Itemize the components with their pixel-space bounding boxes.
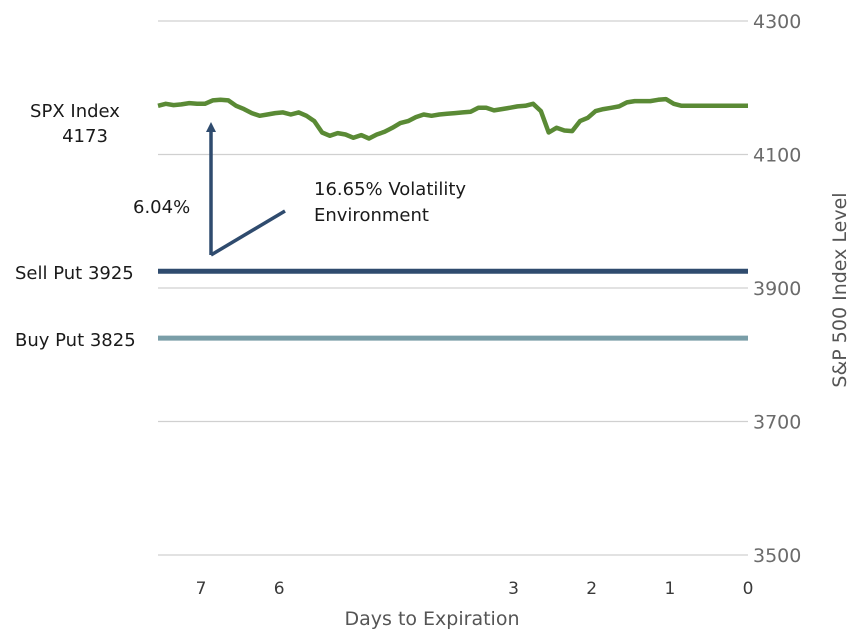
x-tick-label-3: 3: [508, 579, 519, 599]
series-line-spx: [157, 96, 748, 141]
x-axis-ticks: 7 6 3 2 1 0: [196, 579, 754, 599]
y-axis-ticks: 3500 3700 3900 4100 4300: [753, 11, 801, 567]
x-tick-label-7: 7: [196, 579, 207, 599]
x-tick-label-6: 6: [274, 579, 285, 599]
gridlines: [158, 20, 748, 556]
y-tick-label-4300: 4300: [753, 11, 801, 33]
x-tick-label-0: 0: [743, 579, 754, 599]
volatility-label-line1: 16.65% Volatility: [314, 179, 466, 200]
sell-put-label: Sell Put 3925: [15, 263, 134, 284]
y-axis-title: S&P 500 Index Level: [829, 192, 851, 387]
x-tick-label-1: 1: [664, 579, 675, 599]
x-tick-label-2: 2: [586, 579, 597, 599]
volatility-label-line2: Environment: [314, 205, 429, 226]
y-tick-label-3700: 3700: [753, 412, 801, 434]
spx-index-value: 4173: [62, 126, 108, 147]
y-tick-label-3500: 3500: [753, 545, 801, 567]
spx-index-label: SPX Index: [30, 101, 120, 122]
move-percent-label: 6.04%: [133, 197, 190, 218]
volatility-pointer-line: [210, 209, 286, 257]
y-tick-label-4100: 4100: [753, 145, 801, 167]
series-lines: [157, 96, 748, 341]
buy-put-label: Buy Put 3825: [15, 330, 136, 351]
x-axis-title: Days to Expiration: [344, 608, 519, 630]
y-tick-label-3900: 3900: [753, 278, 801, 300]
